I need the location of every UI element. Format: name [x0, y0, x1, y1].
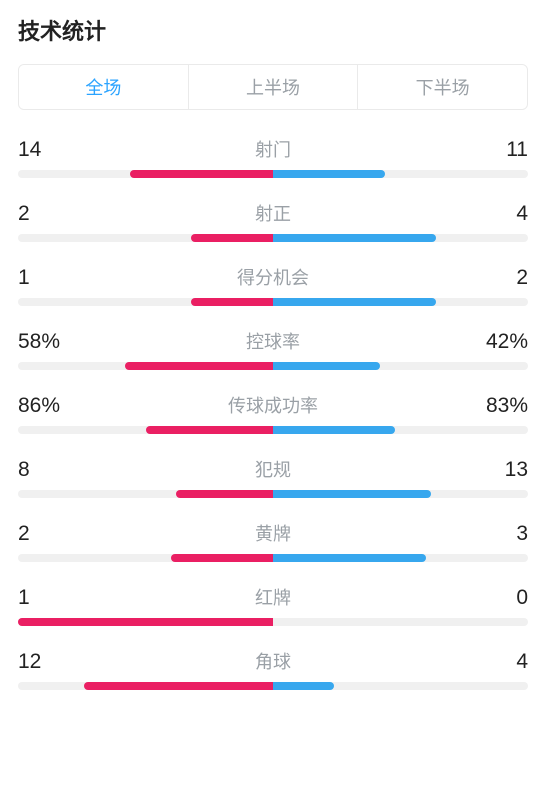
stat-label: 角球: [68, 648, 478, 674]
stat-head: 2黄牌3: [18, 520, 528, 546]
stat-row: 2黄牌3: [18, 520, 528, 562]
stat-row: 58%控球率42%: [18, 328, 528, 370]
stat-bar-track: [18, 682, 528, 690]
stat-bar-track: [18, 170, 528, 178]
stat-left-value: 2: [18, 522, 68, 546]
stat-bar-left: [125, 362, 273, 370]
stat-head: 12角球4: [18, 648, 528, 674]
stat-label: 犯规: [68, 456, 478, 482]
stat-left-value: 1: [18, 586, 68, 610]
stat-right-value: 11: [478, 138, 528, 162]
tab-second[interactable]: 下半场: [357, 65, 527, 109]
stat-row: 12角球4: [18, 648, 528, 690]
stat-left-value: 1: [18, 266, 68, 290]
stat-left-value: 12: [18, 650, 68, 674]
stat-row: 1得分机会2: [18, 264, 528, 306]
tab-first[interactable]: 上半场: [188, 65, 358, 109]
stat-label: 得分机会: [68, 264, 478, 290]
stat-bar-right: [273, 426, 395, 434]
stat-bar-track: [18, 618, 528, 626]
stat-bar-track: [18, 298, 528, 306]
stat-right-value: 0: [478, 586, 528, 610]
stat-row: 14射门11: [18, 136, 528, 178]
stat-left-value: 14: [18, 138, 68, 162]
stat-row: 8犯规13: [18, 456, 528, 498]
stat-bar-track: [18, 234, 528, 242]
page-title: 技术统计: [18, 14, 528, 46]
stat-bar-right: [273, 298, 436, 306]
stat-bar-right: [273, 362, 380, 370]
stat-bar-left: [171, 554, 273, 562]
stat-head: 1得分机会2: [18, 264, 528, 290]
stat-row: 2射正4: [18, 200, 528, 242]
stat-bar-right: [273, 554, 426, 562]
stat-row: 1红牌0: [18, 584, 528, 626]
stat-bar-left: [146, 426, 274, 434]
stat-bar-track: [18, 362, 528, 370]
stat-head: 58%控球率42%: [18, 328, 528, 354]
stat-bar-right: [273, 490, 431, 498]
stat-label: 控球率: [68, 328, 478, 354]
stat-row: 86%传球成功率83%: [18, 392, 528, 434]
stat-left-value: 8: [18, 458, 68, 482]
stat-right-value: 42%: [478, 330, 528, 354]
tab-label: 全场: [85, 74, 121, 100]
stat-right-value: 83%: [478, 394, 528, 418]
stat-right-value: 4: [478, 650, 528, 674]
stat-right-value: 13: [478, 458, 528, 482]
stat-bar-left: [176, 490, 273, 498]
stat-head: 86%传球成功率83%: [18, 392, 528, 418]
stat-bar-left: [84, 682, 273, 690]
stat-bar-left: [130, 170, 273, 178]
stat-head: 8犯规13: [18, 456, 528, 482]
stat-head: 14射门11: [18, 136, 528, 162]
stat-bar-right: [273, 234, 436, 242]
tab-full[interactable]: 全场: [19, 65, 188, 109]
stat-bar-right: [273, 682, 334, 690]
stat-label: 黄牌: [68, 520, 478, 546]
stats-panel: 技术统计 全场上半场下半场 14射门112射正41得分机会258%控球率42%8…: [0, 0, 546, 690]
tab-label: 下半场: [416, 74, 470, 100]
stat-bar-right: [273, 170, 385, 178]
stat-list: 14射门112射正41得分机会258%控球率42%86%传球成功率83%8犯规1…: [18, 136, 528, 690]
stat-head: 2射正4: [18, 200, 528, 226]
stat-bar-track: [18, 490, 528, 498]
stat-right-value: 3: [478, 522, 528, 546]
stat-label: 射正: [68, 200, 478, 226]
stat-right-value: 2: [478, 266, 528, 290]
stat-left-value: 2: [18, 202, 68, 226]
tab-label: 上半场: [246, 74, 300, 100]
stat-left-value: 58%: [18, 330, 68, 354]
stat-bar-track: [18, 426, 528, 434]
stat-left-value: 86%: [18, 394, 68, 418]
stat-bar-left: [191, 298, 273, 306]
stat-right-value: 4: [478, 202, 528, 226]
period-tabs: 全场 上半场 下半场: [18, 64, 528, 110]
stat-label: 红牌: [68, 584, 478, 610]
stat-label: 射门: [68, 136, 478, 162]
stat-bar-left: [191, 234, 273, 242]
stat-label: 传球成功率: [68, 392, 478, 418]
stat-head: 1红牌0: [18, 584, 528, 610]
stat-bar-track: [18, 554, 528, 562]
stat-bar-left: [18, 618, 273, 626]
